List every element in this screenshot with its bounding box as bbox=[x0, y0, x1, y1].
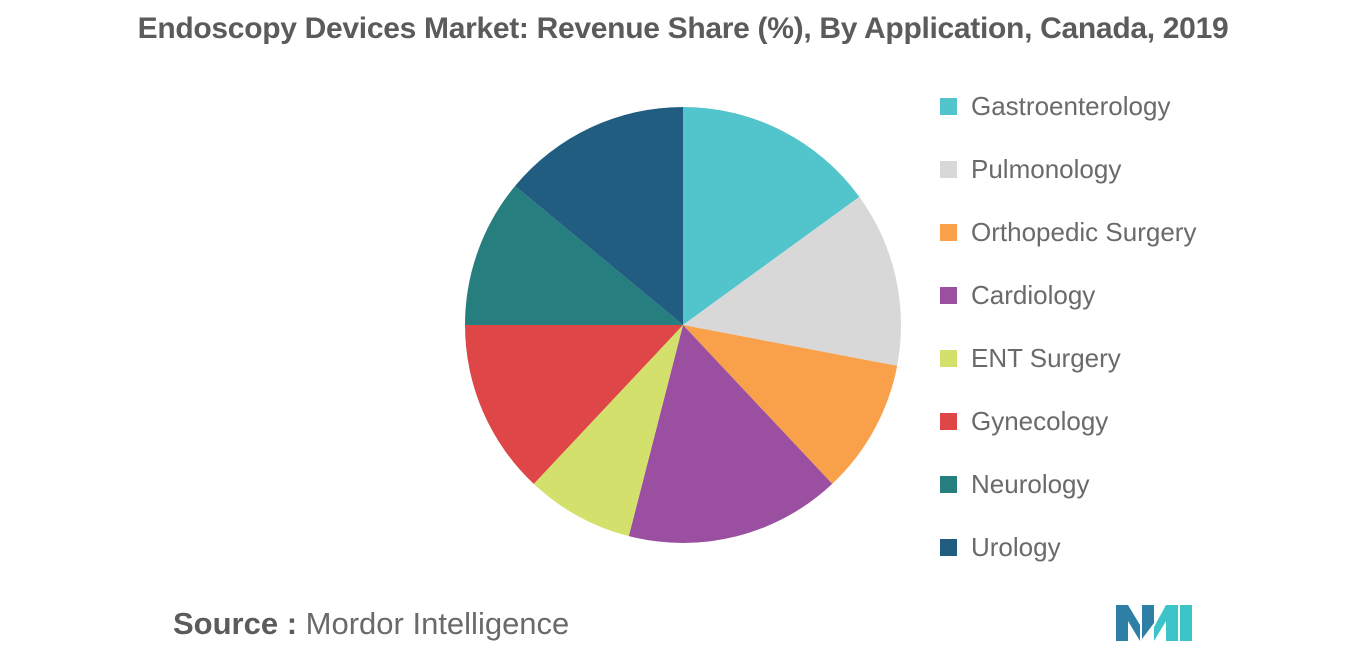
pie-slice-urology[interactable] bbox=[515, 106, 683, 325]
legend-label: Urology bbox=[971, 531, 1061, 562]
legend-item-gynecology[interactable]: Gynecology bbox=[940, 403, 1108, 439]
legend-item-neurology[interactable]: Neurology bbox=[940, 466, 1090, 502]
source-value: Mordor Intelligence bbox=[305, 606, 570, 641]
legend-swatch bbox=[940, 538, 957, 556]
legend-label: Gastroenterology bbox=[971, 90, 1171, 121]
legend-swatch bbox=[940, 286, 957, 304]
pie-slice-neurology[interactable] bbox=[465, 186, 683, 325]
pie-slice-ent-surgery[interactable] bbox=[533, 325, 683, 537]
legend-label: ENT Surgery bbox=[971, 342, 1121, 373]
legend-swatch bbox=[940, 349, 957, 367]
legend-item-orthopedic-surgery[interactable]: Orthopedic Surgery bbox=[940, 214, 1196, 250]
legend-swatch bbox=[940, 160, 957, 178]
legend-item-cardiology[interactable]: Cardiology bbox=[940, 277, 1095, 313]
source-note: Source : Mordor Intelligence bbox=[173, 606, 569, 642]
legend-swatch bbox=[940, 475, 957, 493]
mordor-intelligence-logo bbox=[1116, 605, 1192, 641]
pie-slice-cardiology[interactable] bbox=[628, 325, 833, 543]
pie-slices bbox=[464, 106, 902, 543]
legend-label: Pulmonology bbox=[971, 153, 1122, 184]
legend-label: Orthopedic Surgery bbox=[971, 216, 1197, 247]
source-label: Source : bbox=[173, 606, 298, 641]
legend-label: Gynecology bbox=[971, 405, 1109, 436]
legend-swatch bbox=[940, 412, 957, 430]
pie-slice-gynecology[interactable] bbox=[464, 325, 683, 484]
logo-right-shape bbox=[1154, 605, 1178, 641]
legend-item-ent-surgery[interactable]: ENT Surgery bbox=[940, 340, 1121, 376]
legend-label: Cardiology bbox=[971, 279, 1096, 310]
legend-label: Neurology bbox=[971, 468, 1090, 499]
chart-title: Endoscopy Devices Market: Revenue Share … bbox=[137, 12, 1229, 45]
legend-item-pulmonology[interactable]: Pulmonology bbox=[940, 151, 1121, 187]
pie-slice-pulmonology[interactable] bbox=[683, 196, 902, 366]
legend-item-urology[interactable]: Urology bbox=[940, 529, 1061, 565]
logo-left-shape bbox=[1116, 605, 1140, 641]
legend-item-gastroenterology[interactable]: Gastroenterology bbox=[940, 88, 1170, 124]
legend-swatch bbox=[940, 223, 957, 241]
legend-swatch bbox=[940, 97, 957, 115]
logo-left-shape-2 bbox=[1142, 605, 1154, 639]
logo-right-shape-2 bbox=[1180, 605, 1192, 641]
pie-slice-orthopedic-surgery[interactable] bbox=[683, 325, 898, 484]
pie-slice-gastroenterology[interactable] bbox=[683, 107, 860, 325]
